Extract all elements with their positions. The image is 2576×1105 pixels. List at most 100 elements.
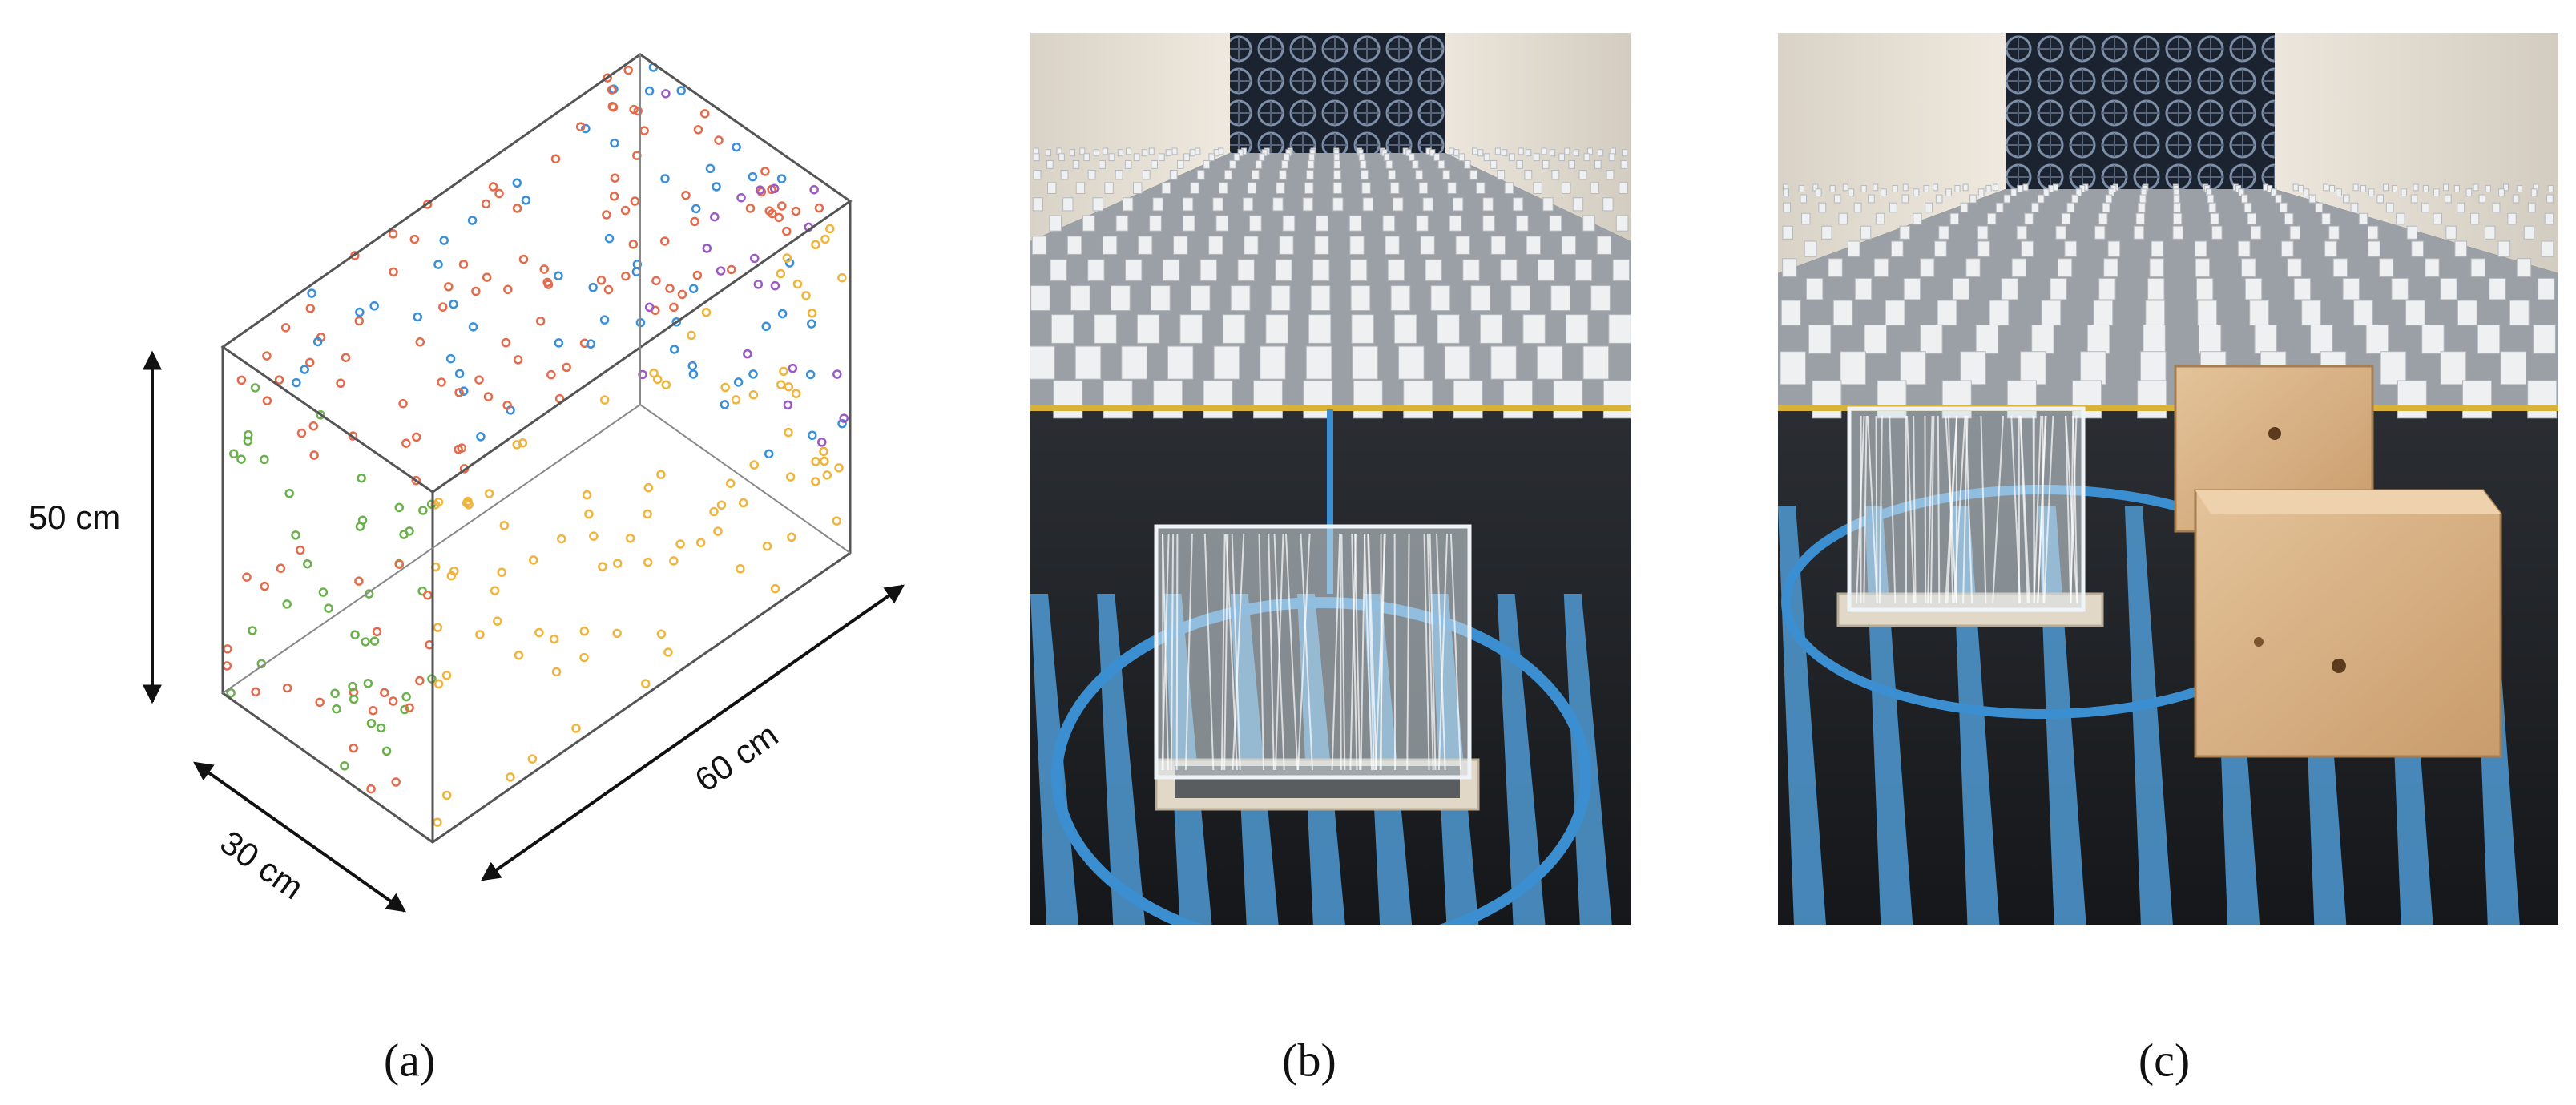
tube — [1929, 415, 1935, 604]
roughness-block — [1952, 277, 1969, 300]
sensor-dot — [695, 538, 706, 547]
sensor-dot — [834, 463, 844, 473]
roughness-block — [2301, 300, 2321, 326]
sensor-dot — [355, 307, 365, 317]
sensor-dot — [701, 308, 712, 317]
sensor-dot — [705, 163, 716, 174]
roughness-block — [1087, 259, 1105, 281]
roughness-block — [1854, 277, 1873, 300]
roughness-block — [1515, 215, 1529, 232]
roughness-block — [2195, 258, 2211, 277]
roughness-block — [1602, 197, 1614, 212]
tube — [1297, 533, 1311, 771]
roughness-block — [1252, 380, 1283, 419]
roughness-block — [1582, 345, 1610, 380]
roughness-block — [1962, 183, 1969, 192]
roughness-block — [1425, 259, 1442, 281]
roughness-block — [1977, 188, 1985, 197]
roughness-block — [1574, 259, 1593, 281]
roughness-block — [1158, 153, 1165, 162]
sensor-dot — [691, 204, 701, 214]
sensor-dot — [439, 236, 449, 245]
sensor-dot — [714, 135, 724, 145]
roughness-block — [2324, 240, 2337, 257]
roughness-block — [2303, 188, 2310, 197]
sensor-dot — [260, 454, 269, 465]
roughness-block — [2271, 188, 2277, 197]
roughness-block — [1615, 215, 1629, 232]
roughness-block — [1913, 188, 1920, 197]
roughness-block — [1183, 153, 1190, 162]
roughness-block — [1276, 182, 1285, 194]
roughness-block — [2498, 188, 2505, 197]
sensor-dot — [579, 652, 589, 663]
sensor-dot — [782, 226, 792, 236]
roughness-block — [1572, 197, 1584, 212]
roughness-block — [1550, 149, 1556, 157]
roughness-block — [1518, 147, 1524, 155]
roughness-block — [2336, 188, 2342, 197]
sensor-dot — [349, 694, 359, 704]
sensor-dot — [242, 572, 252, 582]
sensor-dot — [832, 516, 841, 526]
sensor-dot — [700, 109, 710, 119]
sensor-dot — [716, 500, 727, 510]
roughness-block — [1574, 149, 1580, 157]
roughness-block — [1215, 215, 1229, 232]
sensor-dot — [251, 687, 260, 697]
roughness-block — [1103, 147, 1109, 155]
tube — [1946, 415, 1958, 604]
roughness-block — [1141, 149, 1147, 157]
roughness-block — [2323, 183, 2329, 192]
roughness-block — [1935, 194, 1943, 204]
roughness-block — [1937, 300, 1957, 326]
roughness-block — [1890, 240, 1904, 257]
roughness-block — [1308, 153, 1315, 162]
sensor-dot — [276, 563, 286, 573]
roughness-block — [1458, 153, 1465, 162]
sensor-dot — [792, 279, 803, 289]
roughness-block — [1249, 215, 1262, 232]
roughness-block — [1284, 153, 1290, 162]
roughness-block — [2024, 212, 2034, 225]
roughness-block — [1349, 259, 1368, 281]
roughness-block — [2137, 202, 2146, 213]
sensor-dot — [332, 704, 341, 714]
roughness-block — [2440, 277, 2457, 300]
roughness-block — [1860, 225, 1872, 240]
roughness-block — [1230, 285, 1251, 311]
roughness-block — [1596, 236, 1612, 255]
sensor-dot — [438, 302, 448, 312]
sensor-dot — [733, 377, 744, 387]
roughness-block — [1550, 285, 1570, 311]
roughness-block — [1602, 380, 1631, 419]
roughness-block — [2020, 351, 2046, 385]
roughness-block — [2358, 212, 2368, 225]
roughness-block — [2478, 194, 2486, 204]
roughness-block — [1542, 197, 1554, 212]
sensor-dot — [534, 627, 544, 638]
sensor-dot — [296, 428, 307, 438]
roughness-block — [1812, 380, 1842, 419]
roughness-block — [1393, 197, 1404, 212]
sensor-dot — [784, 427, 793, 438]
sensor-dot — [807, 319, 816, 329]
tube — [1913, 415, 1917, 604]
roughness-block — [2470, 258, 2485, 277]
roughness-block — [1933, 183, 1939, 192]
roughness-block — [1352, 345, 1378, 380]
sensor-dot — [445, 353, 456, 364]
roughness-block — [1526, 149, 1532, 157]
roughness-block — [2149, 258, 2164, 277]
tube — [1374, 533, 1386, 771]
roughness-block — [1619, 182, 1628, 194]
roughness-block — [1437, 159, 1445, 169]
roughness-block — [1190, 285, 1211, 311]
tube — [1339, 533, 1342, 771]
sensor-dot — [837, 418, 847, 429]
roughness-block — [1578, 169, 1587, 180]
roughness-block — [2516, 184, 2522, 192]
sensor-dot — [660, 174, 670, 183]
roughness-block — [2410, 194, 2418, 204]
sensor-dot — [399, 530, 409, 539]
